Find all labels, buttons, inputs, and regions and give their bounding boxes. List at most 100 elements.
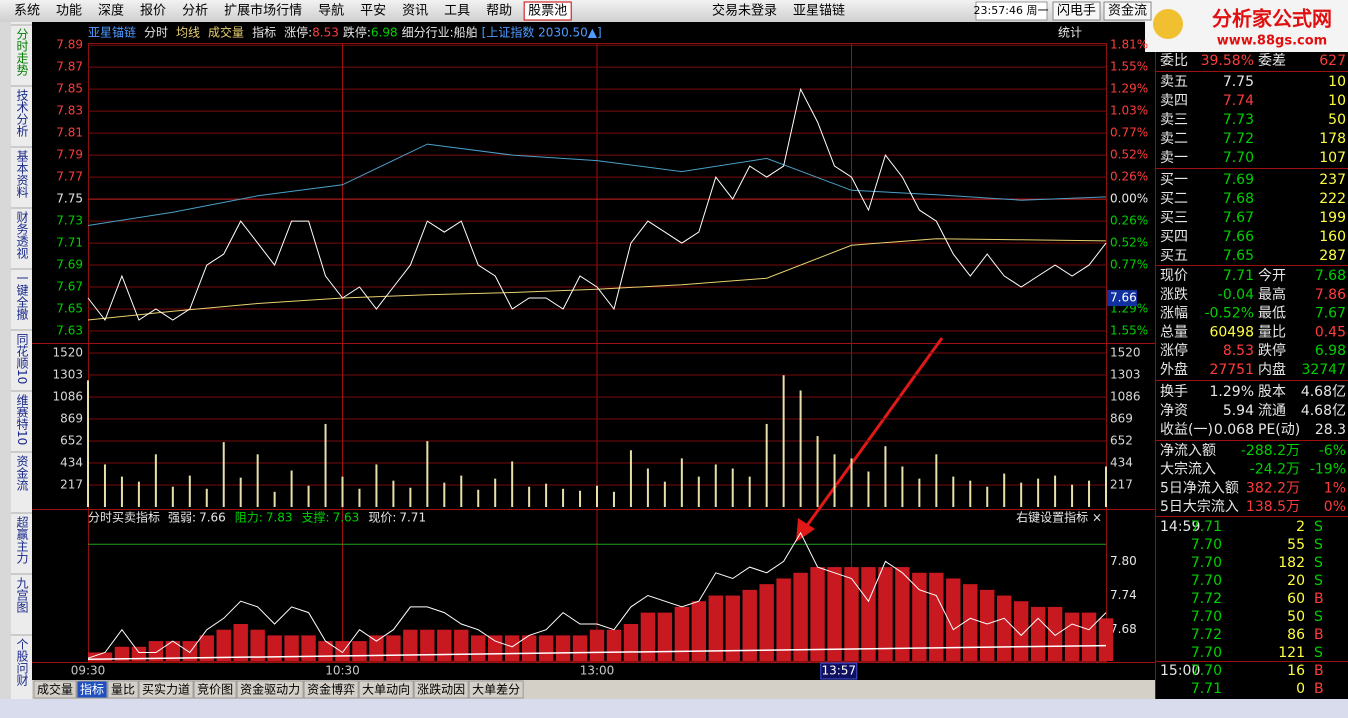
logo-url: www.88gs.com	[1217, 34, 1327, 49]
quote-value: 27751	[1209, 362, 1254, 378]
indicator-bar	[589, 629, 605, 661]
menu-button[interactable]	[1052, 1, 1101, 21]
stats-button[interactable]: 统计	[1058, 26, 1082, 40]
indicator-bar	[386, 635, 401, 661]
menu-item[interactable]: 帮助	[486, 4, 512, 19]
quote-value: 39.58%	[1201, 53, 1254, 69]
quote-value: 7.86	[1315, 287, 1346, 303]
header-tab: 均线	[176, 26, 200, 40]
indicator-settings[interactable]: 右键设置指标 ×	[1016, 510, 1102, 525]
bottom-tab-label[interactable]: 涨跌动因	[417, 682, 465, 697]
volume-bar	[714, 464, 717, 507]
quote-label: 量比	[1258, 324, 1286, 340]
y-right-label: 1.81%	[1110, 38, 1148, 52]
bottom-tab[interactable]	[138, 680, 194, 699]
flow-percent: -19%	[1310, 462, 1346, 478]
sidebar-tab[interactable]: 分时走势	[15, 28, 29, 76]
bottom-tab-label[interactable]: 量比	[111, 683, 135, 697]
sidebar-tab[interactable]: 一键全撤	[15, 272, 29, 320]
indicator-bar	[1098, 618, 1114, 661]
menu-item[interactable]: 资讯	[402, 4, 428, 19]
menu-item[interactable]: 扩展市场行情	[224, 3, 302, 19]
bottom-tab[interactable]	[107, 680, 139, 699]
menu-highlight	[523, 1, 572, 21]
bottom-tab-label[interactable]: 买实力道	[142, 682, 190, 697]
bottom-tab[interactable]	[76, 680, 108, 699]
quote-label: 现价	[1160, 268, 1188, 284]
menu-item[interactable]: 平安	[360, 4, 386, 19]
volume-bar	[307, 485, 310, 507]
bottom-tab-label[interactable]: 资金驱动力	[240, 682, 300, 697]
indicator-bar	[708, 595, 723, 661]
bottom-tab-label[interactable]: 指标	[80, 682, 104, 697]
menu-item[interactable]: 报价	[140, 4, 166, 19]
menu-button-label[interactable]: 闪电手	[1057, 4, 1096, 19]
quote-label: 流通	[1258, 403, 1286, 419]
bottom-tab[interactable]	[358, 680, 414, 699]
volume-bar	[528, 486, 531, 507]
y-right-label: 869	[1110, 411, 1133, 425]
menu-item[interactable]: 股票池	[528, 4, 567, 19]
tick-side: B	[1314, 591, 1324, 607]
menu-item[interactable]: 系统	[14, 4, 40, 19]
sidebar-tab[interactable]: 财务透视	[15, 211, 29, 259]
menu-item[interactable]: 分析	[182, 4, 208, 19]
sidebar-tab[interactable]: 个股问财	[15, 638, 29, 686]
quote-value: 0.068	[1214, 422, 1254, 438]
quote-value: 6.98	[1315, 343, 1346, 359]
field-value: 7.83	[266, 511, 293, 525]
indicator-bar	[640, 612, 656, 661]
menu-item[interactable]: 功能	[56, 4, 82, 19]
menu-item[interactable]: 深度	[98, 3, 124, 19]
sidebar-tab[interactable]: 超赢主力	[15, 515, 29, 565]
y-tick-label: 7.79	[56, 148, 83, 162]
menu-button[interactable]	[1103, 1, 1152, 21]
sidebar-tab[interactable]: 九宫图	[15, 577, 29, 613]
quote-label: 外盘	[1160, 361, 1188, 378]
flow-value: 382.2万	[1246, 480, 1300, 496]
volume-bar	[697, 476, 700, 507]
tick-volume: 60	[1287, 591, 1305, 607]
indicator-bar	[878, 567, 893, 661]
sidebar-tab[interactable]: 维赛特10	[15, 394, 29, 446]
volume-bar	[188, 475, 191, 507]
y-tick-label: 7.65	[56, 302, 83, 316]
sidebar-tab[interactable]: 同花顺10	[15, 333, 29, 384]
sidebar-tab[interactable]: 技术分析	[15, 89, 29, 138]
sidebar-tab[interactable]: 资金流	[15, 455, 29, 491]
indicator-bar	[97, 652, 113, 661]
bottom-tab[interactable]	[33, 680, 77, 699]
menu-item[interactable]: 导航	[318, 3, 344, 19]
bottom-tab[interactable]	[193, 680, 237, 699]
bottom-tab[interactable]	[236, 680, 304, 699]
flow-value: 138.5万	[1246, 499, 1300, 515]
indicator-bar	[742, 589, 757, 661]
tick-volume: 50	[1287, 609, 1305, 625]
menu-button-label[interactable]: 资金流	[1108, 3, 1147, 19]
bottom-tab-label[interactable]: 成交量	[37, 682, 73, 697]
quote-value: 7.67	[1315, 306, 1346, 322]
volume-bar	[545, 483, 548, 507]
book-price: 7.65	[1223, 248, 1254, 264]
indicator-bar	[980, 589, 995, 661]
flow-label: 净流入额	[1160, 443, 1216, 459]
indicator-bar	[267, 635, 282, 661]
indicator-bar	[216, 629, 231, 661]
flow-label: 大宗流入	[1160, 462, 1216, 478]
volume-bar	[562, 488, 565, 507]
bottom-tab-label[interactable]: 大单差分	[472, 683, 520, 697]
bottom-tab[interactable]	[413, 680, 469, 699]
y-tick-label: 7.81	[56, 126, 83, 140]
bottom-tab-label[interactable]: 大单动向	[362, 682, 410, 697]
bottom-tab[interactable]	[303, 680, 359, 699]
quote-label: PE(动)	[1258, 422, 1300, 438]
menu-item[interactable]: 工具	[444, 4, 470, 19]
field-label: 阻力:	[235, 511, 263, 525]
sidebar-tab[interactable]: 基本资料	[15, 150, 29, 198]
bottom-tab-label[interactable]: 竞价图	[197, 683, 233, 697]
indicator-bar	[1030, 606, 1046, 661]
bottom-tab-label[interactable]: 资金博弈	[307, 682, 355, 697]
volume-bar	[1088, 480, 1091, 507]
bottom-tab[interactable]	[468, 680, 524, 699]
field-label: 强弱:	[168, 511, 196, 525]
